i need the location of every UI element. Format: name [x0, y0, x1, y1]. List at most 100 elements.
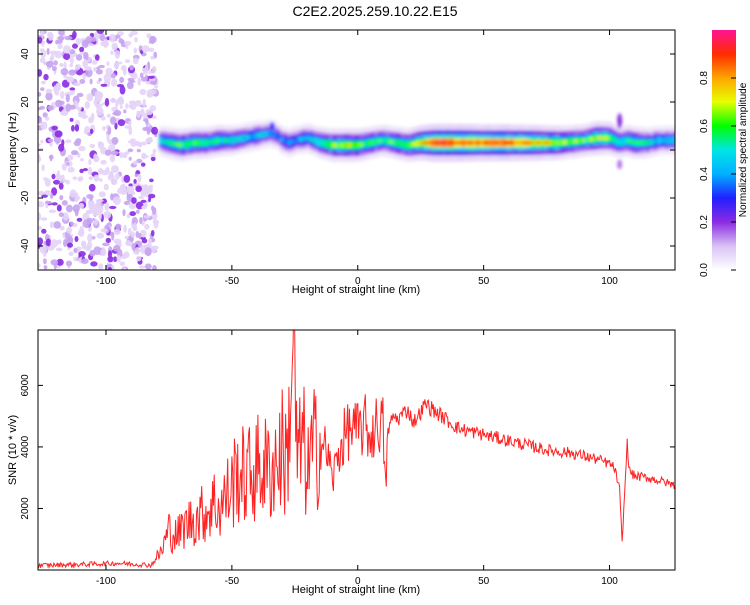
ridge-cell [223, 138, 228, 142]
noise-blob [98, 64, 105, 69]
ridge-cell [479, 140, 485, 145]
noise-blob [147, 75, 155, 79]
noise-blob [143, 186, 149, 193]
noise-blob [100, 248, 107, 256]
noise-blob [51, 202, 58, 206]
noise-blob [88, 176, 94, 181]
noise-blob [104, 202, 110, 211]
colorbar-tick-label: 0.8 [699, 71, 710, 85]
ridge-cell [241, 136, 247, 140]
noise-blob [79, 168, 84, 174]
noise-blob [76, 107, 82, 111]
noise-blob [43, 265, 48, 270]
noise-blob [51, 187, 58, 196]
noise-blob [40, 139, 44, 144]
spectrogram-feature [617, 113, 623, 130]
snr-xtick-label: 0 [355, 576, 361, 587]
noise-blob [149, 80, 157, 85]
noise-blob [131, 72, 138, 80]
noise-blob [133, 179, 137, 184]
noise-blob [69, 189, 77, 198]
noise-blob [81, 39, 90, 48]
ridge-cell [468, 140, 473, 145]
noise-blob [73, 247, 78, 253]
ridge-cell [547, 140, 553, 145]
noise-blob [128, 120, 132, 127]
noise-blob [79, 51, 84, 55]
noise-blob [38, 237, 44, 246]
noise-blob [124, 59, 131, 63]
ridge-cell [483, 140, 488, 145]
ridge-cell [385, 139, 390, 143]
noise-blob [59, 63, 64, 67]
ridge-cell [389, 140, 394, 144]
noise-blob [125, 43, 129, 50]
noise-blob [89, 128, 94, 134]
noise-blob [140, 162, 146, 167]
ridge-cell [566, 140, 572, 144]
noise-blob [119, 85, 126, 95]
noise-blob [49, 221, 55, 229]
ridge-cell [623, 139, 628, 143]
noise-blob [82, 168, 88, 172]
noise-blob [123, 200, 130, 206]
ridge-cell [495, 140, 500, 145]
noise-blob [47, 32, 54, 41]
noise-blob [79, 79, 86, 84]
noise-blob [150, 245, 157, 254]
noise-blob [116, 84, 124, 88]
ridge-cell [517, 140, 522, 145]
ridge-cell [313, 139, 319, 143]
ridge-cell [396, 141, 402, 146]
ridge-cell [264, 132, 269, 136]
noise-blob [63, 75, 69, 79]
noise-blob [91, 112, 95, 122]
noise-blob [141, 205, 147, 210]
noise-blob [122, 209, 126, 217]
noise-blob [67, 242, 73, 248]
noise-blob [45, 116, 50, 121]
noise-blob [39, 57, 46, 64]
noise-blob [40, 30, 45, 37]
noise-blob [94, 90, 102, 100]
noise-blob [136, 148, 141, 153]
noise-blob [86, 209, 92, 214]
noise-blob [140, 229, 147, 238]
noise-blob [149, 178, 154, 183]
ridge-cell [166, 141, 171, 145]
noise-blob [78, 176, 84, 182]
ridge-cell [347, 143, 353, 147]
ridge-cell [419, 140, 424, 145]
noise-blob [131, 197, 137, 204]
ridge-cell [211, 139, 217, 144]
noise-blob [57, 35, 64, 42]
noise-blob [95, 199, 104, 203]
ridge-cell [415, 141, 421, 146]
noise-blob [139, 88, 147, 96]
noise-blob [134, 101, 142, 107]
noise-blob [81, 243, 87, 250]
noise-blob [113, 62, 120, 69]
spectrogram-ytick-label: 0 [20, 147, 31, 153]
noise-blob [46, 60, 54, 68]
noise-blob [153, 221, 159, 229]
noise-blob [58, 212, 64, 218]
noise-blob [71, 150, 79, 156]
noise-blob [43, 73, 49, 81]
noise-blob [96, 106, 104, 116]
noise-blob [80, 258, 89, 265]
ridge-cell [238, 137, 243, 141]
noise-blob [148, 193, 156, 199]
noise-blob [118, 96, 124, 103]
noise-blob [113, 196, 121, 206]
ridge-cell [226, 138, 232, 143]
noise-blob [124, 235, 129, 240]
ridge-cell [589, 137, 594, 141]
noise-blob [151, 126, 159, 135]
noise-blob [88, 183, 96, 192]
noise-blob [105, 237, 112, 243]
ridge-cell [181, 143, 186, 147]
noise-blob [151, 205, 155, 211]
noise-blob [67, 166, 75, 173]
noise-blob [126, 186, 135, 194]
